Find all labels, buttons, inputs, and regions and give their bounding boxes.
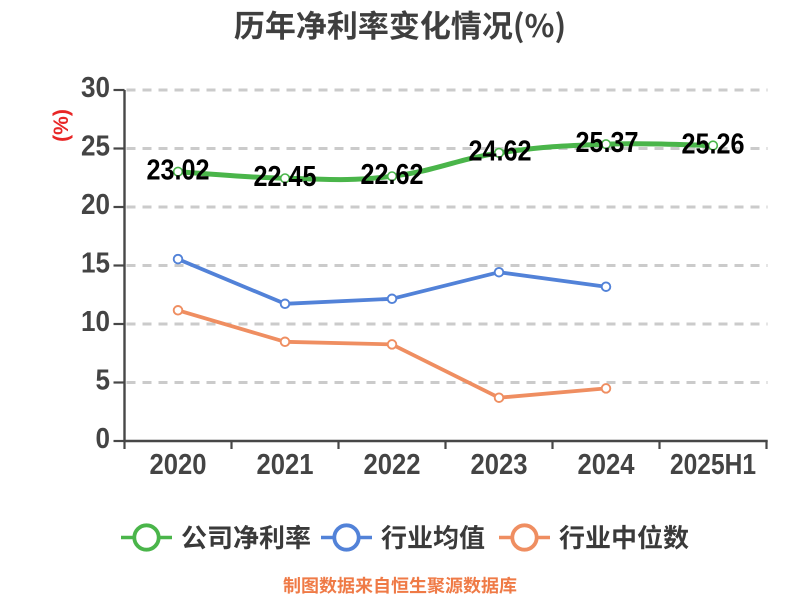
svg-text:22.45: 22.45 <box>254 161 317 193</box>
svg-text:22.62: 22.62 <box>361 159 424 191</box>
svg-text:15: 15 <box>81 248 110 280</box>
svg-text:23.02: 23.02 <box>147 155 210 187</box>
svg-text:2022: 2022 <box>364 449 421 481</box>
svg-text:24.62: 24.62 <box>469 136 532 168</box>
svg-text:5: 5 <box>96 365 111 397</box>
svg-text:20: 20 <box>81 189 110 221</box>
svg-text:2021: 2021 <box>257 449 314 481</box>
svg-text:30: 30 <box>81 72 110 104</box>
svg-text:10: 10 <box>81 306 110 338</box>
svg-text:2024: 2024 <box>578 449 635 481</box>
svg-text:0: 0 <box>96 423 111 455</box>
svg-text:2025H1: 2025H1 <box>670 449 756 481</box>
svg-text:(%): (%) <box>50 109 73 142</box>
svg-text:2023: 2023 <box>471 449 528 481</box>
svg-text:25.26: 25.26 <box>682 128 745 160</box>
svg-text:25.37: 25.37 <box>576 127 639 159</box>
svg-text:2020: 2020 <box>150 449 207 481</box>
svg-text:25: 25 <box>81 131 110 163</box>
